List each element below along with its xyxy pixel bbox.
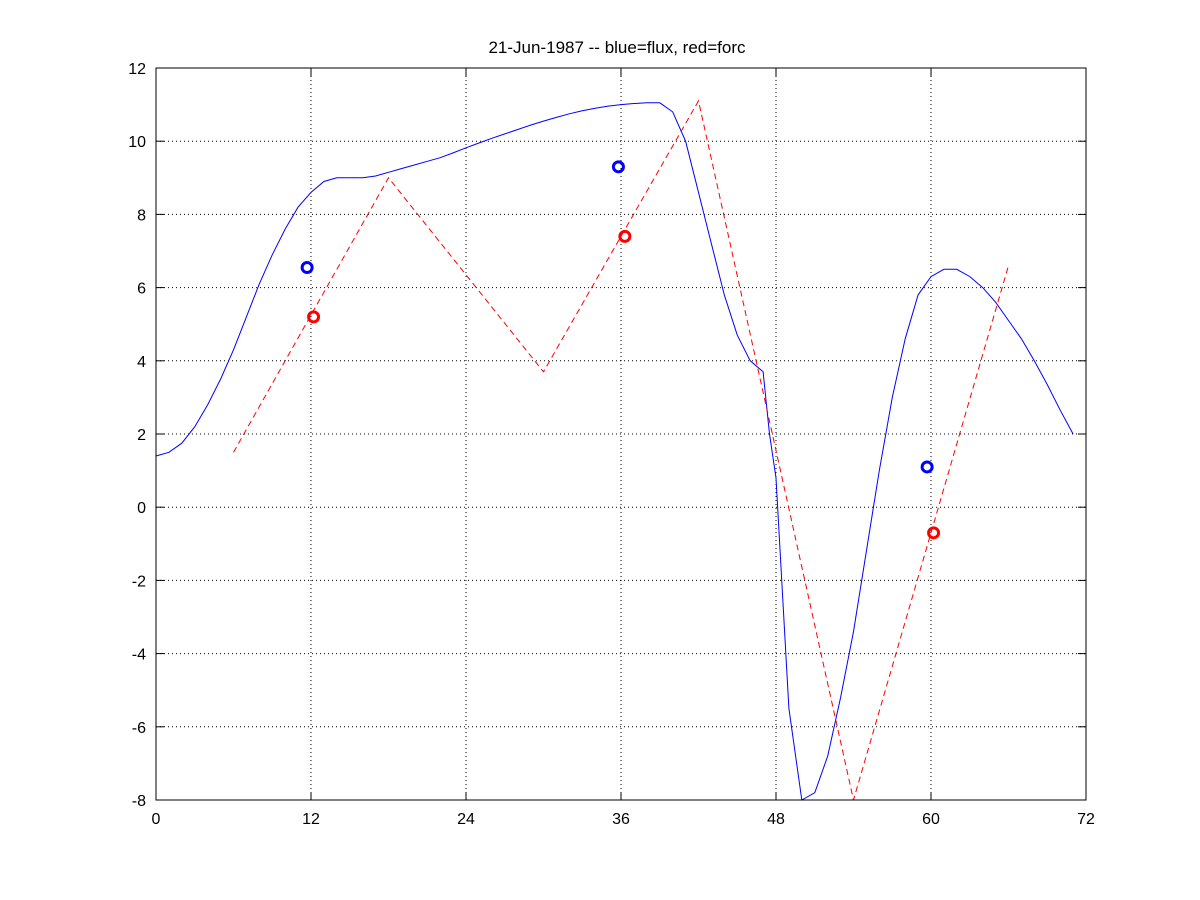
flux-line bbox=[155, 102, 1074, 801]
x-tick-label-4: 48 bbox=[767, 811, 785, 828]
marker-layer bbox=[300, 160, 941, 540]
y-tick-label-7: 6 bbox=[137, 281, 146, 298]
series-layer bbox=[155, 99, 1074, 801]
x-tick-label-6: 72 bbox=[1077, 811, 1095, 828]
y-tick-label-3: -2 bbox=[132, 573, 146, 590]
chart-title: 21-Jun-1987 -- blue=flux, red=forc bbox=[488, 38, 746, 57]
flux-marker-2 bbox=[611, 160, 625, 174]
y-tick-label-2: -4 bbox=[132, 647, 146, 664]
y-tick-label-5: 2 bbox=[137, 427, 146, 444]
flux-marker-4 bbox=[920, 460, 934, 474]
flux-marker-0 bbox=[300, 260, 314, 274]
x-tick-label-5: 60 bbox=[922, 811, 940, 828]
x-tick-label-3: 36 bbox=[612, 811, 630, 828]
forc-line bbox=[233, 99, 1009, 801]
y-tick-label-0: -8 bbox=[132, 793, 146, 810]
x-tick-label-2: 24 bbox=[457, 811, 475, 828]
forc-marker-5 bbox=[927, 526, 941, 540]
y-tick-label-4: 0 bbox=[137, 500, 146, 517]
x-tick-label-1: 12 bbox=[302, 811, 320, 828]
y-tick-label-8: 8 bbox=[137, 207, 146, 224]
y-tick-label-1: -6 bbox=[132, 720, 146, 737]
y-tick-label-6: 4 bbox=[137, 354, 146, 371]
grid bbox=[156, 68, 1086, 800]
x-tick-label-0: 0 bbox=[152, 811, 161, 828]
forc-marker-1 bbox=[307, 310, 321, 324]
y-tick-label-9: 10 bbox=[128, 134, 146, 151]
forc-marker-3 bbox=[618, 229, 632, 243]
y-tick-label-10: 12 bbox=[128, 61, 146, 78]
